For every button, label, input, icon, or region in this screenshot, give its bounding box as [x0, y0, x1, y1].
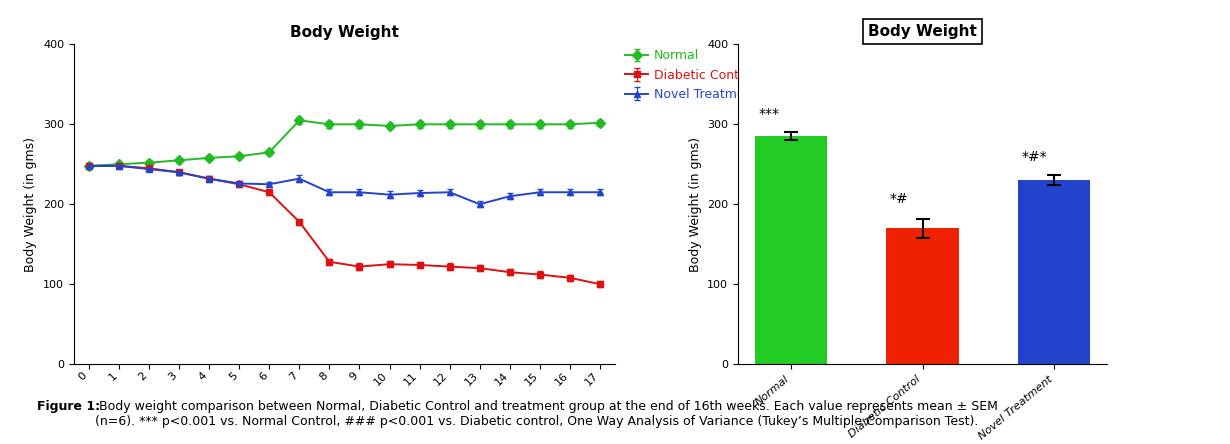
Title: Body Weight: Body Weight: [290, 25, 399, 40]
Text: *#: *#: [889, 192, 908, 206]
Text: *#*: *#*: [1021, 150, 1047, 164]
Y-axis label: Body Weight (in gms): Body Weight (in gms): [689, 137, 701, 272]
Legend: Normal, Diabetic Control, Novel Treatment: Normal, Diabetic Control, Novel Treatmen…: [620, 44, 763, 106]
Y-axis label: Body Weight (in gms): Body Weight (in gms): [25, 137, 37, 272]
Text: Figure 1:: Figure 1:: [37, 400, 100, 412]
Bar: [755, 136, 827, 364]
Text: Body weight comparison between Normal, Diabetic Control and treatment group at t: Body weight comparison between Normal, D…: [95, 400, 998, 428]
Bar: [887, 228, 958, 364]
Text: ***: ***: [758, 107, 779, 121]
Title: Body Weight: Body Weight: [868, 24, 977, 39]
Bar: [1018, 180, 1090, 364]
